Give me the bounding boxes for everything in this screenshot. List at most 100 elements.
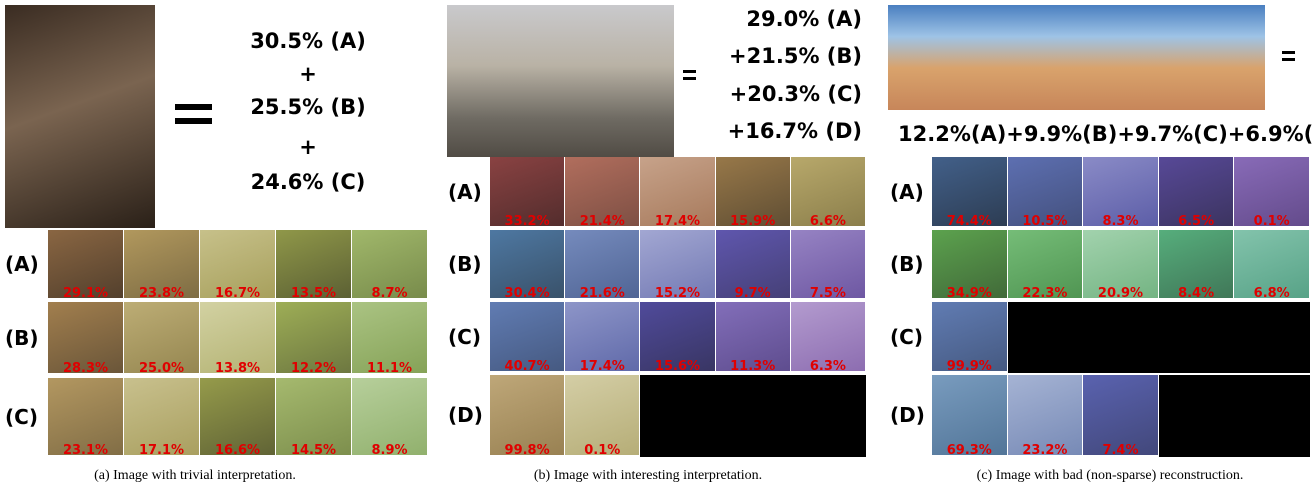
equation-line: 12.2%(A)+9.9%(B)+9.7%(C)+6.9%(D) <box>898 122 1315 146</box>
tile-image: 7.4% <box>1083 375 1158 458</box>
tile-image: 21.6% <box>565 230 640 301</box>
equation-line: 30.5% (A) <box>250 29 366 53</box>
tile-percent: 40.7% <box>504 359 550 374</box>
tile-percent: 11.3% <box>730 359 776 374</box>
tile-image: 29.1% <box>48 230 123 301</box>
row-label: (A) <box>448 179 482 204</box>
tile-percent: 0.1% <box>1253 214 1290 229</box>
tile-percent: 9.7% <box>734 286 771 301</box>
tile-percent: 7.5% <box>809 286 846 301</box>
tile-image: 8.4% <box>1158 230 1234 301</box>
tile-percent: 22.3% <box>1022 286 1068 301</box>
equals-sign <box>1282 58 1295 61</box>
tile-image: 8.3% <box>1083 157 1158 229</box>
tile-percent: 20.9% <box>1097 286 1144 301</box>
tile-percent: 28.3% <box>62 361 109 376</box>
tile-image: 8.7% <box>352 230 427 301</box>
equals-sign <box>683 77 696 80</box>
tile-image: 6.6% <box>790 157 865 229</box>
tile-image: 21.4% <box>565 157 640 229</box>
tile-percent: 6.6% <box>809 214 846 229</box>
tile-percent: 34.9% <box>946 286 992 301</box>
tile-percent: 99.8% <box>504 443 550 458</box>
tile-image: 23.8% <box>124 230 199 301</box>
tile-percent: 15.9% <box>730 214 776 229</box>
tile-percent: 33.2% <box>504 214 550 229</box>
tile-image: 15.6% <box>640 302 715 374</box>
tile-percent: 16.7% <box>214 286 261 301</box>
caption: (c) Image with bad (non-sparse) reconstr… <box>976 468 1244 483</box>
empty-area <box>1158 375 1310 457</box>
tile-image: 15.9% <box>715 157 790 229</box>
tile-image: 16.6% <box>200 378 275 458</box>
row-label: (A) <box>890 179 924 204</box>
equals-sign <box>1282 51 1295 54</box>
tile-percent: 8.4% <box>1178 286 1215 301</box>
tile-percent: 16.6% <box>214 443 261 458</box>
tile-percent: 69.3% <box>946 443 992 458</box>
tile-image: 22.3% <box>1007 230 1083 301</box>
row-label: (B) <box>5 325 39 350</box>
tile-percent: 6.5% <box>1178 214 1215 229</box>
tile-image: 6.3% <box>790 302 865 374</box>
tile-percent: 7.4% <box>1102 443 1139 458</box>
equation-line: +21.5% (B) <box>729 44 862 68</box>
tile-image: 17.4% <box>640 157 715 229</box>
equals-sign <box>175 118 212 124</box>
tile-image: 13.5% <box>276 230 351 301</box>
tile-percent: 13.8% <box>214 361 261 376</box>
equation-line: 25.5% (B) <box>250 95 366 119</box>
tile-percent: 17.4% <box>579 359 625 374</box>
equation-line: + <box>299 62 317 86</box>
tile-image: 0.1% <box>565 375 640 458</box>
main-image <box>888 5 1265 110</box>
tile-image: 11.1% <box>352 302 427 376</box>
tile-percent: 21.6% <box>579 286 625 301</box>
tile-percent: 8.9% <box>371 443 408 458</box>
equation-line: 24.6% (C) <box>250 170 366 194</box>
tile-image: 99.8% <box>490 375 565 458</box>
tile-percent: 30.4% <box>504 286 550 301</box>
tile-image: 17.4% <box>565 302 640 374</box>
tile-image: 8.9% <box>352 378 427 458</box>
row-label: (C) <box>890 324 923 349</box>
tile-image: 15.2% <box>640 230 715 301</box>
tile-percent: 21.4% <box>579 214 625 229</box>
tile-image: 12.2% <box>276 302 351 376</box>
tile-percent: 13.5% <box>290 286 337 301</box>
tile-image: 23.2% <box>1007 375 1083 458</box>
tile-percent: 14.5% <box>290 443 337 458</box>
empty-area <box>1007 302 1310 373</box>
tile-percent: 23.8% <box>138 286 185 301</box>
tile-image: 28.3% <box>48 302 123 376</box>
tile-percent: 23.2% <box>1022 443 1068 458</box>
tile-image: 20.9% <box>1083 230 1158 301</box>
row-label: (B) <box>448 252 482 276</box>
tile-percent: 99.9% <box>946 359 992 374</box>
main-image <box>5 5 155 228</box>
equation-line: +20.3% (C) <box>729 82 862 106</box>
tile-image: 33.2% <box>490 157 565 229</box>
equals-sign <box>175 104 212 110</box>
tile-image: 99.9% <box>932 302 1007 374</box>
tile-percent: 12.2% <box>290 361 337 376</box>
tile-percent: 6.3% <box>809 359 846 374</box>
tile-image: 30.4% <box>490 230 565 301</box>
tile-image: 7.5% <box>790 230 865 301</box>
tile-image: 23.1% <box>48 378 123 458</box>
tile-percent: 11.1% <box>366 361 413 376</box>
caption: (b) Image with interesting interpretatio… <box>533 468 763 483</box>
tile-image: 0.1% <box>1234 157 1309 229</box>
tile-image: 40.7% <box>490 302 565 374</box>
tile-image: 9.7% <box>715 230 790 301</box>
tile-image: 6.5% <box>1158 157 1234 229</box>
tile-percent: 29.1% <box>62 286 109 301</box>
tile-percent: 15.2% <box>654 286 701 301</box>
tile-image: 16.7% <box>200 230 275 301</box>
tile-image: 11.3% <box>715 302 790 374</box>
tile-image: 6.8% <box>1234 230 1309 301</box>
caption: (a) Image with trivial interpretation. <box>94 468 296 483</box>
tile-percent: 17.1% <box>138 443 185 458</box>
tile-percent: 23.1% <box>62 443 109 458</box>
tile-image: 74.4% <box>932 157 1007 229</box>
